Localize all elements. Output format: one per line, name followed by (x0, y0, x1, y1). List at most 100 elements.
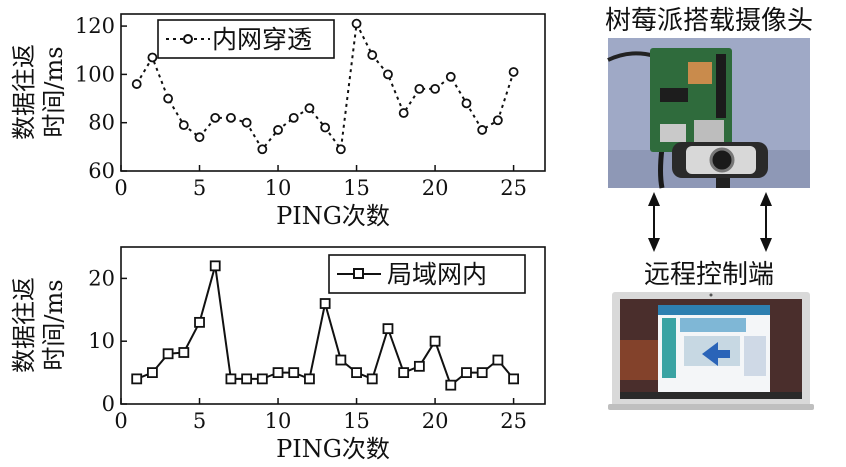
series-markers (131, 260, 519, 391)
data-point (288, 367, 300, 379)
data-point (241, 117, 252, 128)
data-point (508, 373, 519, 385)
usb-ports (660, 124, 686, 142)
y-tick-label: 60 (88, 159, 115, 183)
series-markers (131, 18, 519, 155)
y-tick-label: 20 (88, 266, 115, 290)
y-tick-label: 80 (88, 111, 115, 135)
legend-label: 局域网内 (387, 260, 487, 289)
data-point (398, 367, 410, 379)
chart-round-trip-lan: 0 5 10 15 20 25 0 10 20 局域网内 PING次数 数据往返 时间/ms (10, 246, 546, 463)
data-point (194, 316, 205, 328)
app-menu-panel (662, 318, 676, 378)
x-tick-label: 20 (422, 409, 449, 433)
x-tick-label: 15 (343, 176, 370, 200)
x-tick-label: 0 (114, 409, 127, 433)
y-tick-label: 10 (88, 329, 115, 353)
camera-lens (709, 147, 735, 173)
gpio-header (716, 54, 726, 118)
data-point (477, 125, 488, 135)
direction-arrow-icon (702, 342, 730, 366)
data-point (413, 360, 425, 372)
x-tick-label: 0 (114, 176, 127, 200)
laptop-base (608, 404, 814, 410)
data-point (225, 373, 237, 385)
y-tick-label: 100 (75, 62, 115, 86)
data-point (256, 373, 268, 385)
x-tick-label: 5 (193, 409, 206, 433)
y-axis-label-line-1: 数据往返 (10, 277, 38, 373)
x-tick-label: 25 (500, 409, 527, 433)
webcam-dot (709, 293, 713, 297)
data-point (131, 79, 142, 89)
legend-label: 内网穿透 (212, 25, 312, 54)
data-point (367, 50, 378, 60)
data-point (194, 132, 205, 143)
data-point (304, 373, 315, 385)
y-axis-label-line-2: 时间/ms (40, 279, 68, 370)
data-point (430, 83, 440, 94)
x-tick-label: 5 (193, 176, 206, 200)
data-point (335, 354, 347, 366)
legend-marker (353, 268, 364, 279)
app-side-panel (744, 336, 766, 376)
connection-arrows (648, 192, 772, 252)
data-point (335, 144, 346, 155)
x-tick-label: 10 (265, 409, 292, 433)
x-tick-label: 20 (422, 176, 449, 200)
app-banner (680, 318, 746, 332)
y-axis-label-line-2: 时间/ms (40, 46, 68, 137)
data-point (383, 69, 393, 80)
usb-cable (658, 147, 665, 189)
x-tick-label: 10 (265, 176, 292, 200)
legend-marker (183, 34, 193, 44)
arrow-right-head-up (760, 192, 772, 206)
data-point (351, 18, 362, 29)
x-axis-label: PING次数 (276, 202, 390, 230)
data-point (147, 367, 158, 379)
data-point (210, 112, 221, 123)
data-point (178, 120, 189, 131)
x-tick-label: 25 (500, 176, 527, 200)
y-axis-label-line-1: 数据往返 (10, 44, 38, 140)
arrow-left-head-down (648, 238, 660, 252)
legend: 局域网内 (328, 254, 526, 294)
data-point (461, 367, 472, 379)
arrow-right-head-down (760, 238, 772, 252)
ram-chip (660, 88, 688, 102)
data-point (492, 115, 503, 126)
raspberry-pi-camera-photo (607, 38, 810, 189)
tick-group: 0 5 10 15 20 25 60 80 100 120 (75, 14, 527, 200)
data-point (178, 347, 190, 358)
data-point (147, 52, 158, 63)
data-point (288, 112, 299, 123)
ethernet-port (694, 120, 724, 142)
data-point (445, 71, 456, 82)
data-point (461, 98, 472, 109)
data-point (209, 260, 221, 272)
data-point (241, 373, 253, 385)
data-point (351, 367, 362, 379)
data-point (162, 348, 174, 360)
tick-group: 0 5 10 15 20 25 0 10 20 (88, 266, 527, 433)
legend: 内网穿透 (157, 19, 335, 59)
taskbar (620, 392, 802, 399)
data-point (382, 323, 394, 335)
x-tick-label: 15 (343, 409, 370, 433)
photo-title-remote-control: 远程控制端 (644, 260, 775, 290)
data-point (476, 367, 488, 379)
chart-round-trip-nat-traversal: 0 5 10 15 20 25 60 80 100 120 内网穿透 PING次数 数据往返 时间… (10, 13, 546, 230)
data-point (163, 93, 174, 104)
data-point (319, 298, 331, 309)
data-point (366, 373, 378, 385)
data-point (320, 122, 331, 133)
plot-frame (120, 246, 546, 405)
data-point (445, 379, 457, 391)
data-point (272, 367, 284, 379)
data-point (398, 108, 409, 118)
cpu-heatsink (688, 62, 712, 84)
y-tick-label: 120 (75, 14, 115, 38)
plot-frame (120, 13, 546, 172)
data-point (273, 125, 283, 135)
